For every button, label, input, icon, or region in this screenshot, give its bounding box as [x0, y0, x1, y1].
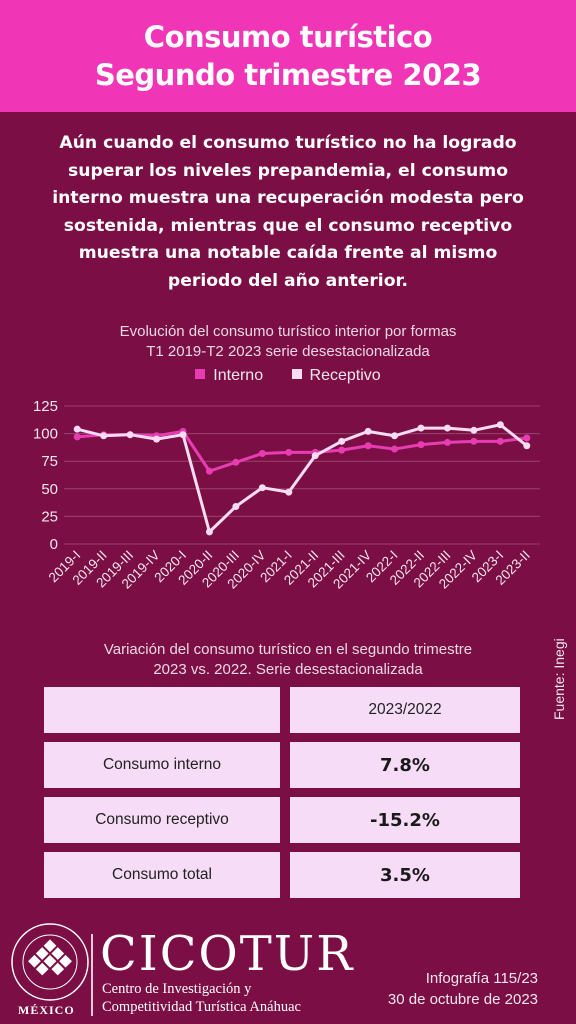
infographic-number: Infografía 115/23 [425, 970, 538, 987]
university-country: MÉXICO [18, 1003, 75, 1017]
y-tick-label: 75 [41, 453, 58, 470]
header-banner: Consumo turístico Segundo trimestre 2023 [0, 0, 576, 112]
data-point-receptivo [364, 427, 372, 435]
y-tick-label: 0 [50, 536, 58, 553]
data-point-receptivo [496, 421, 504, 429]
table-row-label: Consumo total [44, 852, 280, 898]
data-point-receptivo [443, 424, 451, 432]
data-point-receptivo [153, 435, 161, 443]
legend-label-interno: Interno [213, 367, 264, 384]
chart-legend: Interno Receptivo [0, 367, 576, 385]
y-tick-label: 50 [41, 481, 58, 498]
data-point-receptivo [470, 426, 478, 434]
legend-item-receptivo: Receptivo [291, 367, 381, 385]
data-point-interno [285, 448, 293, 456]
data-point-interno [523, 434, 531, 442]
legend-item-interno: Interno [195, 367, 263, 385]
anahuac-seal-logo [11, 923, 89, 1001]
data-point-receptivo [285, 488, 293, 496]
chart-title-line2: T1 2019-T2 2023 serie desestacionalizada [146, 343, 430, 360]
data-point-interno [364, 442, 372, 450]
table-header-period: 2023/2022 [290, 687, 520, 733]
page-title-line1: Consumo turístico [143, 20, 433, 54]
line-chart: 02550751001252019-I2019-II2019-III2019-I… [33, 398, 540, 592]
data-point-receptivo [232, 502, 240, 510]
org-name-line2: Competitividad Turística Anáhuac [102, 999, 301, 1015]
table-row-label: Consumo receptivo [44, 797, 280, 843]
table-row: Consumo interno 7.8% [44, 742, 520, 788]
data-point-receptivo [73, 425, 81, 433]
data-point-interno [232, 458, 240, 466]
series-line-interno [77, 429, 527, 473]
page-title-line2: Segundo trimestre 2023 [94, 58, 482, 92]
data-point-receptivo [523, 442, 531, 450]
data-point-interno [417, 441, 425, 449]
data-point-receptivo [100, 432, 108, 440]
table-row: Consumo receptivo -15.2% [44, 797, 520, 843]
legend-swatch-interno [195, 369, 206, 379]
data-point-receptivo [311, 452, 319, 460]
series-line-receptivo [76, 423, 528, 534]
variation-table: 2023/2022 Consumo interno 7.8% Consumo r… [44, 687, 520, 907]
table-row-value: 3.5% [290, 852, 520, 898]
chart-title-line1: Evolución del consumo turístico interior… [119, 323, 457, 340]
y-tick-label: 125 [33, 398, 58, 415]
table-title-line2: 2023 vs. 2022. Serie desestacionalizada [153, 661, 423, 678]
y-tick-label: 25 [41, 508, 58, 525]
table-row-label: Consumo interno [44, 742, 280, 788]
data-point-receptivo [126, 431, 134, 439]
data-point-receptivo [391, 432, 399, 440]
data-point-interno [391, 445, 399, 453]
y-tick-label: 100 [33, 426, 58, 443]
intro-text: Aún cuando el consumo turístico no ha lo… [52, 133, 524, 291]
legend-label-receptivo: Receptivo [309, 367, 381, 384]
data-point-interno [443, 438, 451, 446]
data-point-receptivo [417, 424, 425, 432]
table-title-line1: Variación del consumo turístico en el se… [103, 641, 473, 658]
cicotur-logo: CICOTUR [100, 926, 355, 982]
data-point-interno [258, 449, 266, 457]
table-row-value: -15.2% [290, 797, 520, 843]
data-point-interno [496, 437, 504, 445]
table-row-value: 7.8% [290, 742, 520, 788]
data-point-interno [205, 467, 213, 475]
table-header-empty [44, 687, 280, 733]
data-point-receptivo [258, 484, 266, 492]
table-header-row: 2023/2022 [44, 687, 520, 733]
publication-date: 30 de octubre de 2023 [387, 991, 538, 1008]
data-point-receptivo [338, 437, 346, 445]
data-point-receptivo [205, 528, 213, 536]
data-point-interno [73, 433, 81, 441]
data-point-receptivo [179, 431, 187, 439]
data-point-interno [470, 437, 478, 445]
footer-divider [91, 934, 93, 1016]
legend-swatch-receptivo [291, 369, 302, 379]
table-row: Consumo total 3.5% [44, 852, 520, 898]
org-name-line1: Centro de Investigación y [102, 981, 252, 997]
data-point-interno [338, 446, 346, 454]
